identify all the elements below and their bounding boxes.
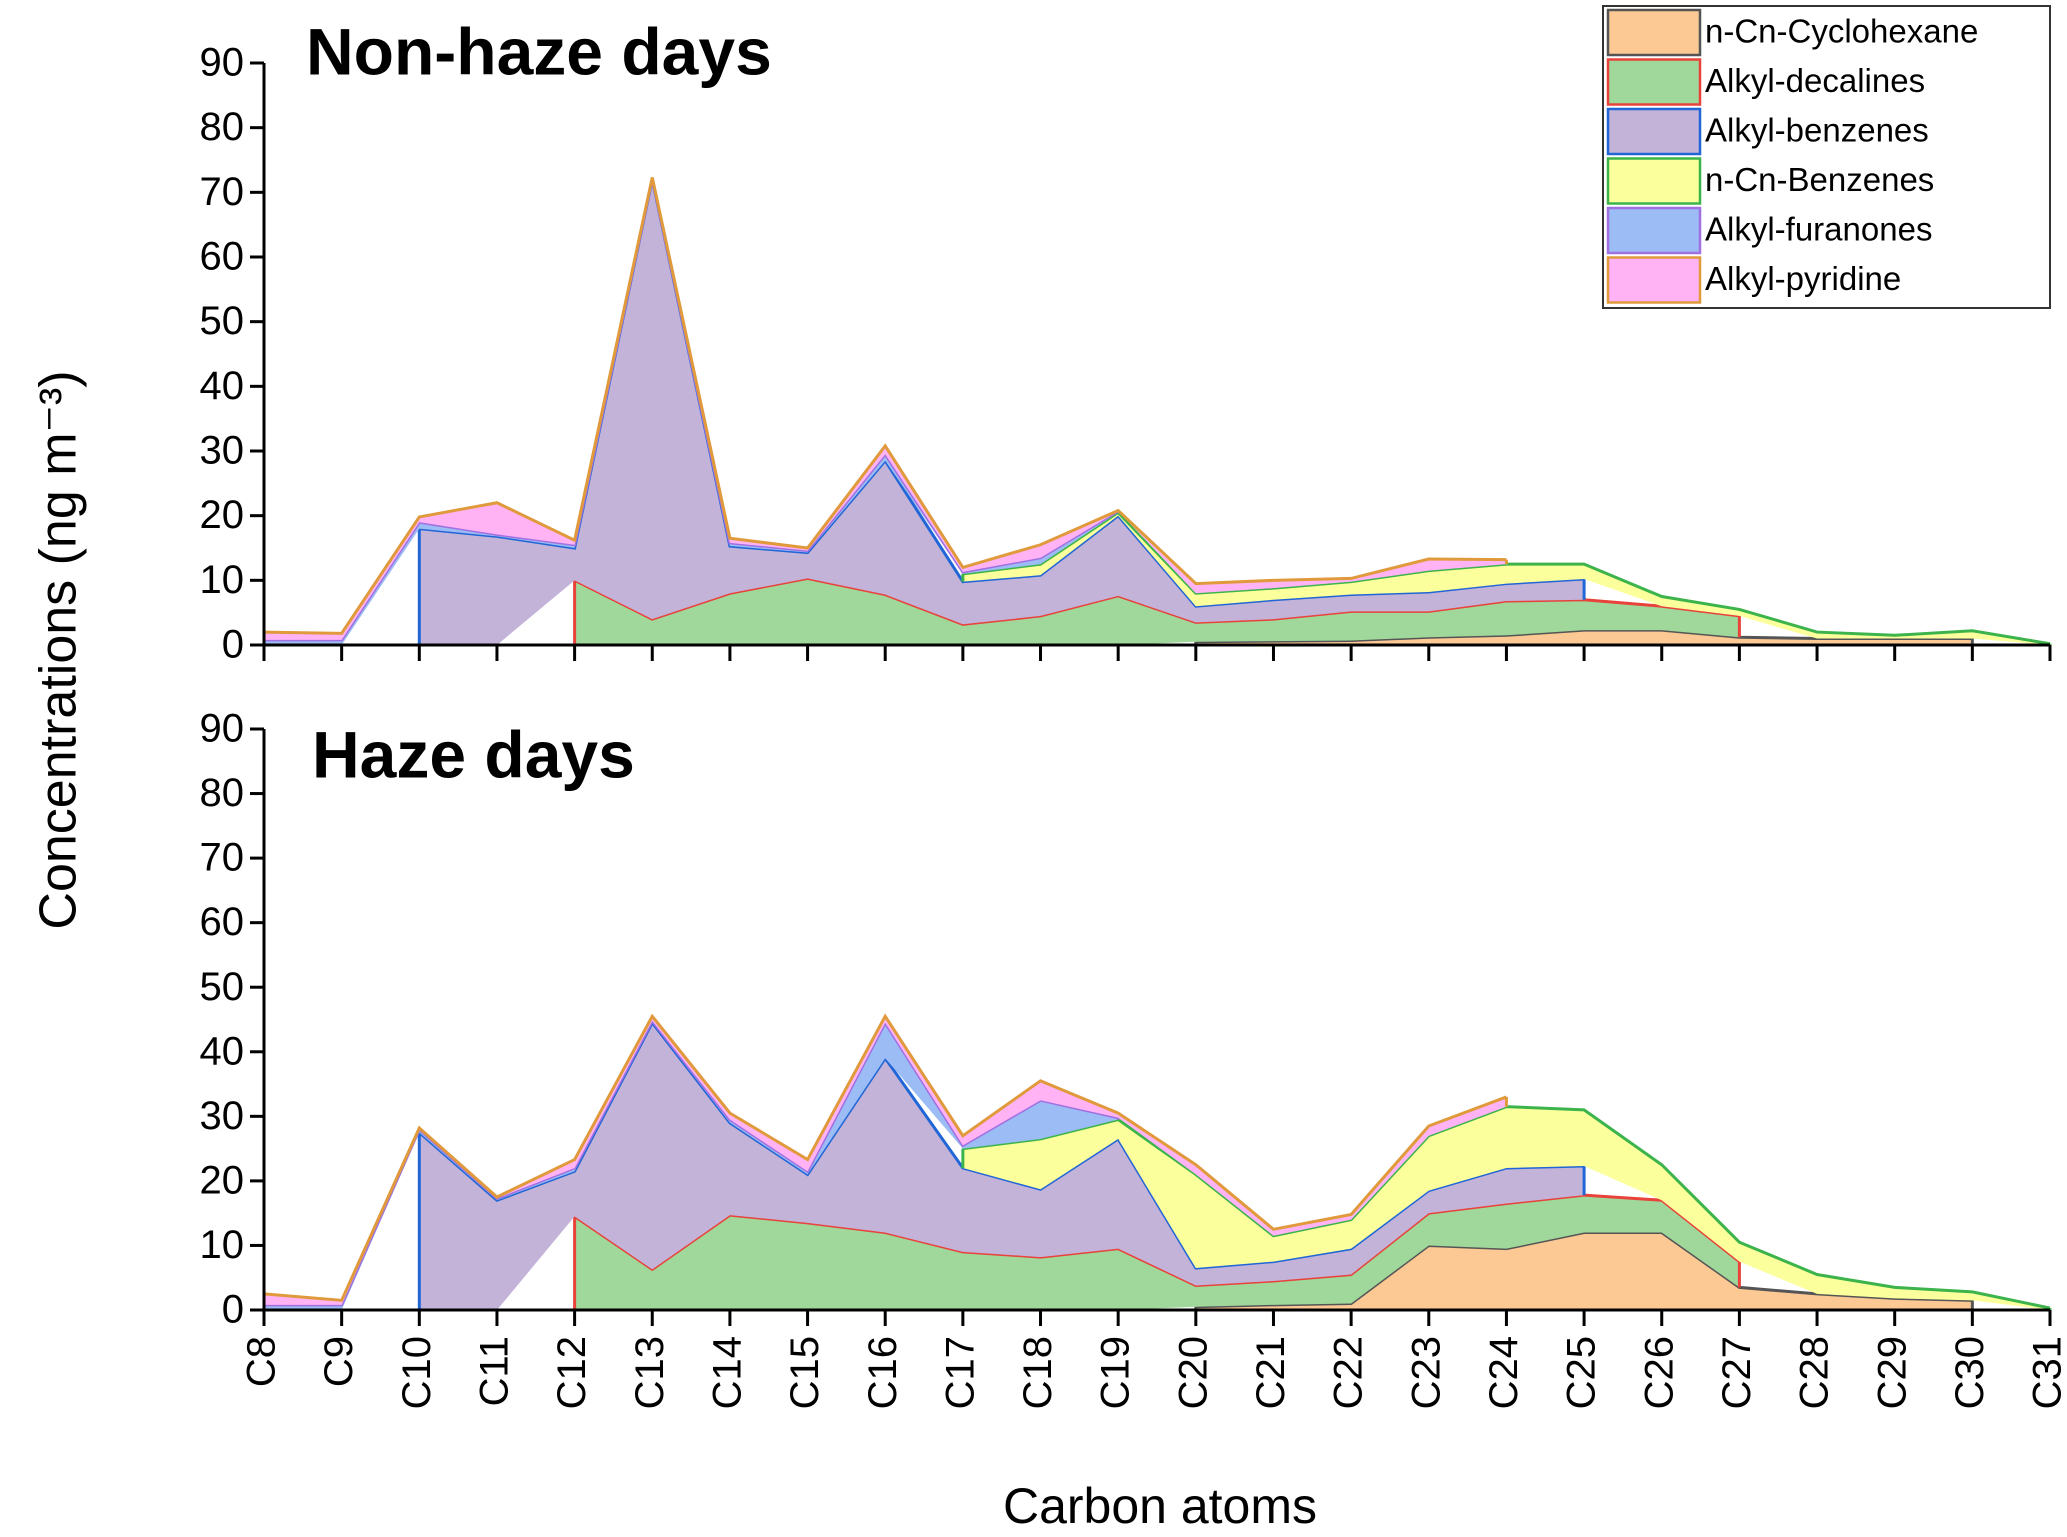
- y-tick-label: 30: [200, 1094, 245, 1138]
- legend-swatch: [1606, 58, 1702, 106]
- y-tick-label: 20: [200, 1158, 245, 1202]
- area: [574, 1195, 1740, 1310]
- y-tick-label: 10: [200, 558, 245, 602]
- legend-label: n-Cn-Benzenes: [1705, 161, 1934, 198]
- x-tick-label: C15: [783, 1336, 827, 1409]
- area: [419, 179, 1585, 645]
- x-tick-label: C23: [1404, 1336, 1448, 1409]
- x-tick-label: C10: [395, 1336, 439, 1409]
- y-axis-label: Concentrations (ng m⁻³): [30, 370, 88, 929]
- x-tick-label: C24: [1482, 1336, 1526, 1409]
- x-tick-label: C26: [1637, 1336, 1681, 1409]
- legend-label: Alkyl-benzenes: [1705, 112, 1929, 149]
- x-tick-label: C13: [628, 1336, 672, 1409]
- y-tick-label: 0: [222, 1288, 244, 1332]
- y-tick-label: 90: [200, 707, 245, 751]
- y-tick-label: 40: [200, 364, 245, 408]
- y-tick-label: 80: [200, 771, 245, 815]
- panel-title: Non-haze days: [306, 14, 772, 88]
- panel-title: Haze days: [312, 717, 635, 791]
- area: [574, 578, 1740, 645]
- x-tick-label: C9: [317, 1336, 361, 1387]
- x-tick-label: C30: [1948, 1336, 1992, 1409]
- y-tick-label: 50: [200, 965, 245, 1009]
- y-tick-label: 10: [200, 1223, 245, 1267]
- y-tick-label: 0: [222, 623, 244, 667]
- legend-label: n-Cn-Cyclohexane: [1705, 13, 1978, 50]
- legend-swatch: [1606, 256, 1702, 304]
- area: [962, 512, 2050, 645]
- x-tick-label: C21: [1249, 1336, 1293, 1409]
- area-edge: [263, 1013, 1507, 1302]
- y-tick-label: 60: [200, 900, 245, 944]
- legend-swatch: [1606, 107, 1702, 156]
- x-tick-label: C28: [1793, 1336, 1837, 1409]
- x-tick-label: C27: [1715, 1336, 1759, 1409]
- x-tick-label: C22: [1327, 1336, 1371, 1409]
- x-tick-label: C25: [1560, 1336, 1604, 1409]
- y-tick-label: 90: [200, 41, 245, 85]
- x-tick-label: C17: [938, 1336, 982, 1409]
- y-tick-label: 70: [200, 836, 245, 880]
- area-edge: [263, 177, 1507, 635]
- x-tick-label: C29: [1870, 1336, 1914, 1409]
- x-tick-label: C20: [1171, 1336, 1215, 1409]
- x-axis-label: Carbon atoms: [1003, 1478, 1317, 1534]
- y-tick-label: 50: [200, 299, 245, 343]
- legend-label: Alkyl-pyridine: [1705, 260, 1901, 297]
- area: [419, 1022, 1585, 1310]
- y-tick-label: 20: [200, 493, 245, 537]
- area: [1195, 630, 1973, 645]
- x-tick-label: C31: [2026, 1336, 2067, 1409]
- x-tick-label: C19: [1094, 1336, 1138, 1409]
- legend-swatch: [1606, 206, 1702, 255]
- y-tick-label: 60: [200, 235, 245, 279]
- legend-swatch: [1606, 8, 1702, 57]
- y-tick-label: 30: [200, 429, 245, 473]
- x-tick-label: C8: [240, 1336, 284, 1387]
- x-tick-label: C14: [705, 1336, 749, 1409]
- y-tick-label: 80: [200, 105, 245, 149]
- legend: n-Cn-Cyclohexane Alkyl-decalines Alkyl-ben…: [1602, 5, 2051, 309]
- x-tick-label: C11: [473, 1336, 517, 1406]
- x-tick-label: C12: [550, 1336, 594, 1409]
- x-tick-label: C16: [861, 1336, 905, 1409]
- x-tick-label: C18: [1016, 1336, 1060, 1409]
- legend-label: Alkyl-decalines: [1705, 62, 1925, 99]
- legend-label: Alkyl-furanones: [1705, 211, 1932, 248]
- y-tick-label: 40: [200, 1029, 245, 1073]
- legend-swatch: [1606, 157, 1702, 205]
- y-tick-label: 70: [200, 170, 245, 214]
